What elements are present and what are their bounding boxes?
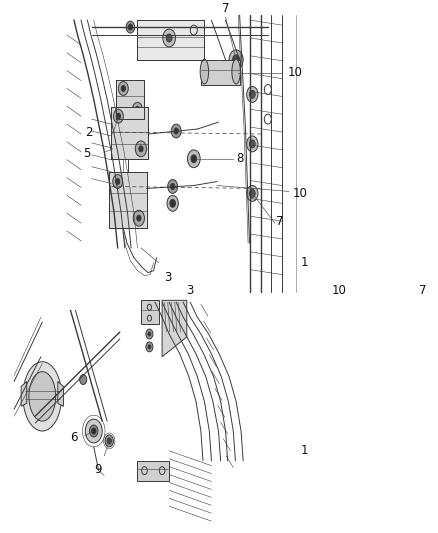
Circle shape bbox=[113, 175, 123, 189]
Circle shape bbox=[121, 85, 125, 92]
Polygon shape bbox=[162, 300, 187, 357]
Circle shape bbox=[170, 199, 176, 207]
Circle shape bbox=[133, 102, 142, 116]
Circle shape bbox=[118, 82, 128, 95]
Ellipse shape bbox=[23, 362, 62, 431]
Text: 1: 1 bbox=[300, 256, 308, 269]
Ellipse shape bbox=[200, 59, 208, 84]
Circle shape bbox=[168, 180, 177, 193]
Ellipse shape bbox=[232, 59, 240, 84]
Text: 2: 2 bbox=[85, 126, 93, 139]
Text: 6: 6 bbox=[70, 431, 78, 445]
Circle shape bbox=[80, 375, 87, 384]
Circle shape bbox=[250, 189, 255, 197]
Circle shape bbox=[92, 428, 96, 434]
Circle shape bbox=[137, 215, 141, 221]
Circle shape bbox=[191, 155, 197, 163]
Circle shape bbox=[133, 210, 145, 226]
Text: 7: 7 bbox=[222, 2, 229, 15]
Circle shape bbox=[247, 86, 258, 102]
Circle shape bbox=[247, 185, 258, 201]
Circle shape bbox=[250, 91, 255, 99]
Circle shape bbox=[135, 106, 140, 112]
Text: 3: 3 bbox=[164, 271, 171, 284]
Polygon shape bbox=[201, 60, 240, 85]
Circle shape bbox=[167, 196, 178, 211]
Text: 7: 7 bbox=[276, 215, 284, 228]
Polygon shape bbox=[111, 107, 148, 159]
Polygon shape bbox=[138, 461, 169, 481]
Text: 10: 10 bbox=[331, 285, 346, 297]
Text: 5: 5 bbox=[83, 147, 90, 160]
Circle shape bbox=[187, 150, 200, 168]
Circle shape bbox=[250, 140, 255, 148]
Circle shape bbox=[128, 24, 133, 30]
Circle shape bbox=[85, 419, 102, 443]
Circle shape bbox=[233, 55, 240, 64]
Polygon shape bbox=[21, 382, 27, 406]
Polygon shape bbox=[141, 300, 159, 324]
Text: 9: 9 bbox=[95, 463, 102, 476]
Polygon shape bbox=[58, 382, 64, 406]
Text: 3: 3 bbox=[187, 285, 194, 297]
Circle shape bbox=[247, 136, 258, 152]
Circle shape bbox=[146, 342, 153, 352]
Circle shape bbox=[148, 332, 151, 336]
Polygon shape bbox=[109, 172, 147, 228]
Ellipse shape bbox=[29, 372, 56, 421]
Text: 8: 8 bbox=[236, 152, 244, 165]
Circle shape bbox=[229, 50, 243, 70]
Circle shape bbox=[105, 435, 113, 447]
Circle shape bbox=[135, 141, 147, 157]
Circle shape bbox=[171, 124, 181, 138]
Circle shape bbox=[163, 29, 176, 47]
Circle shape bbox=[166, 34, 172, 42]
Circle shape bbox=[170, 183, 175, 189]
Circle shape bbox=[174, 128, 178, 134]
Circle shape bbox=[139, 146, 143, 152]
Circle shape bbox=[148, 345, 151, 349]
Circle shape bbox=[126, 21, 134, 33]
Circle shape bbox=[116, 179, 120, 184]
Circle shape bbox=[107, 438, 111, 444]
Circle shape bbox=[89, 425, 98, 437]
Circle shape bbox=[117, 113, 120, 119]
Text: 10: 10 bbox=[288, 66, 302, 79]
Text: 10: 10 bbox=[293, 187, 307, 200]
Circle shape bbox=[146, 329, 153, 339]
Text: 1: 1 bbox=[300, 445, 308, 457]
Circle shape bbox=[113, 109, 124, 123]
Polygon shape bbox=[117, 79, 145, 119]
Text: 7: 7 bbox=[419, 285, 427, 297]
Polygon shape bbox=[138, 20, 205, 60]
